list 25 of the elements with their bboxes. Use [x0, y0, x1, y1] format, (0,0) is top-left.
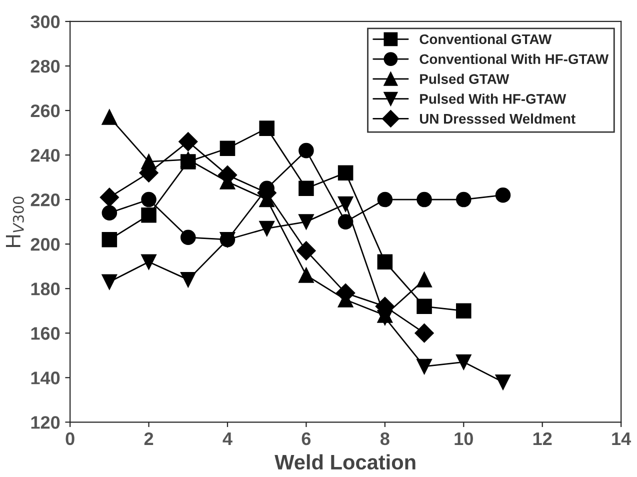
y-tick-label: 300: [30, 15, 60, 28]
y-tick-label: 260: [30, 104, 60, 118]
y-tick-label: 220: [30, 193, 60, 206]
legend-label: Pulsed With HF-GTAW: [420, 94, 566, 104]
y-tick-label: 200: [30, 238, 60, 251]
y-tick-label: 160: [31, 327, 60, 340]
y-tick-label: 240: [30, 148, 60, 162]
y-axis-title: H$_{V300}$: [6, 196, 24, 247]
x-tick-label: 12: [533, 432, 552, 445]
x-tick-label: 0: [66, 432, 74, 446]
y-tick-label: 180: [31, 282, 60, 296]
x-tick-label: 14: [612, 432, 632, 445]
x-tick-label: 4: [222, 432, 232, 445]
x-tick-label: 2: [144, 432, 154, 445]
y-tick-label: 140: [31, 372, 60, 384]
legend-label: Conventional GTAW: [420, 34, 552, 44]
x-axis-title: Weld Location: [274, 454, 416, 470]
y-tick-label: 280: [30, 60, 60, 73]
legend-label: UN Dresssed Weldment: [420, 114, 576, 124]
legend-label: Conventional With HF-GTAW: [420, 54, 609, 64]
x-tick-label: 8: [380, 432, 390, 446]
x-tick-label: 10: [454, 432, 473, 446]
y-tick-label: 120: [31, 416, 60, 429]
legend-label: Pulsed GTAW: [420, 74, 510, 84]
x-tick-label: 6: [302, 432, 311, 446]
